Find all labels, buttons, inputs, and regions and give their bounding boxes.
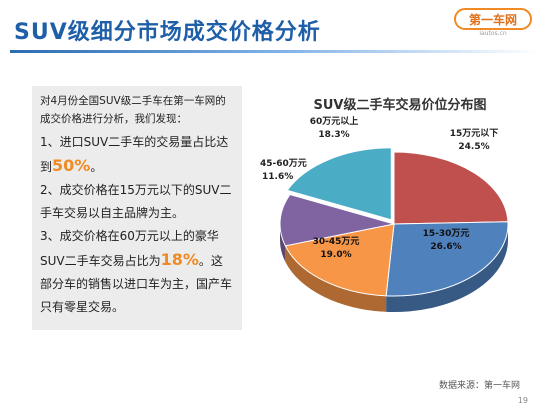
- logo-subtext: iautos.cn: [479, 30, 507, 37]
- slice-label: 30-45万元: [313, 236, 360, 247]
- analysis-intro: 对4月份全国SUV级二手车在第一车网的成交价格进行分析，我们发现：: [40, 95, 226, 125]
- slice-label: 60万元以上: [310, 115, 359, 127]
- analysis-point-1: 1、进口SUV二手车的交易量占比达 到50%。: [40, 131, 234, 179]
- slice-value-label: 24.5%: [458, 142, 489, 152]
- logo-text: 第一车网: [454, 8, 532, 30]
- point3-text: 3、成交价格在60万元以上的豪华SUV二手车交易占比为: [40, 229, 219, 268]
- title-divider: [10, 50, 540, 53]
- pie-slice: [393, 151, 509, 225]
- slice-value-label: 18.3%: [318, 130, 349, 140]
- pie-slice: [385, 221, 509, 297]
- page-number: 19: [517, 396, 528, 405]
- pie-chart-svg: 15万元以下 24.5% 15-30万元 26.6% 30-45万元 19.0% 45-60…: [260, 115, 509, 312]
- pie-slice: [286, 147, 392, 221]
- slice-label: 45-60万元: [260, 158, 307, 169]
- chart-title: SUV级二手车交易价位分布图: [313, 98, 487, 113]
- pie-slice: [279, 193, 395, 247]
- point3-highlight: 18%: [160, 250, 199, 269]
- slide-title: SUV级细分市场成交价格分析: [14, 20, 321, 45]
- analysis-box: 对4月份全国SUV级二手车在第一车网的成交价格进行分析，我们发现： 1、进口SU…: [32, 86, 242, 330]
- pie-slice: [284, 223, 395, 297]
- slice-label: 15万元以下: [450, 128, 499, 139]
- slice-value-label: 19.0%: [320, 250, 351, 260]
- slice-value-label: 11.6%: [262, 172, 293, 182]
- price-distribution-chart: SUV级二手车交易价位分布图 15万元以下 24.5% 15-30万元 26.6% 30…: [250, 86, 550, 326]
- data-source: 数据来源：第一车网: [438, 381, 520, 391]
- brand-logo: 第一车网 iautos.cn: [454, 8, 532, 38]
- point3-text-b: 。这部分车的销售以进口车为主，国产车只有零星交易。: [40, 254, 233, 314]
- slice-value-label: 26.6%: [430, 242, 461, 252]
- pie-slice-side: [285, 245, 387, 312]
- analysis-point-2: 2、成交价格在15万元以下的SUV二手车交易以自主品牌为主。: [40, 183, 232, 220]
- point1-text-c: 。: [90, 160, 103, 174]
- pie-slice-side: [386, 224, 508, 312]
- slice-label: 15-30万元: [423, 228, 470, 239]
- point1-text: 1、进口SUV二手车的交易量占比达: [40, 135, 229, 149]
- point1-highlight: 50%: [52, 156, 91, 175]
- pie-slice-side: [280, 224, 286, 262]
- analysis-point-3: 3、成交价格在60万元以上的豪华SUV二手车交易占比为18%。这部分车的销售以进…: [40, 225, 234, 319]
- point1-text-b: 到: [40, 160, 53, 174]
